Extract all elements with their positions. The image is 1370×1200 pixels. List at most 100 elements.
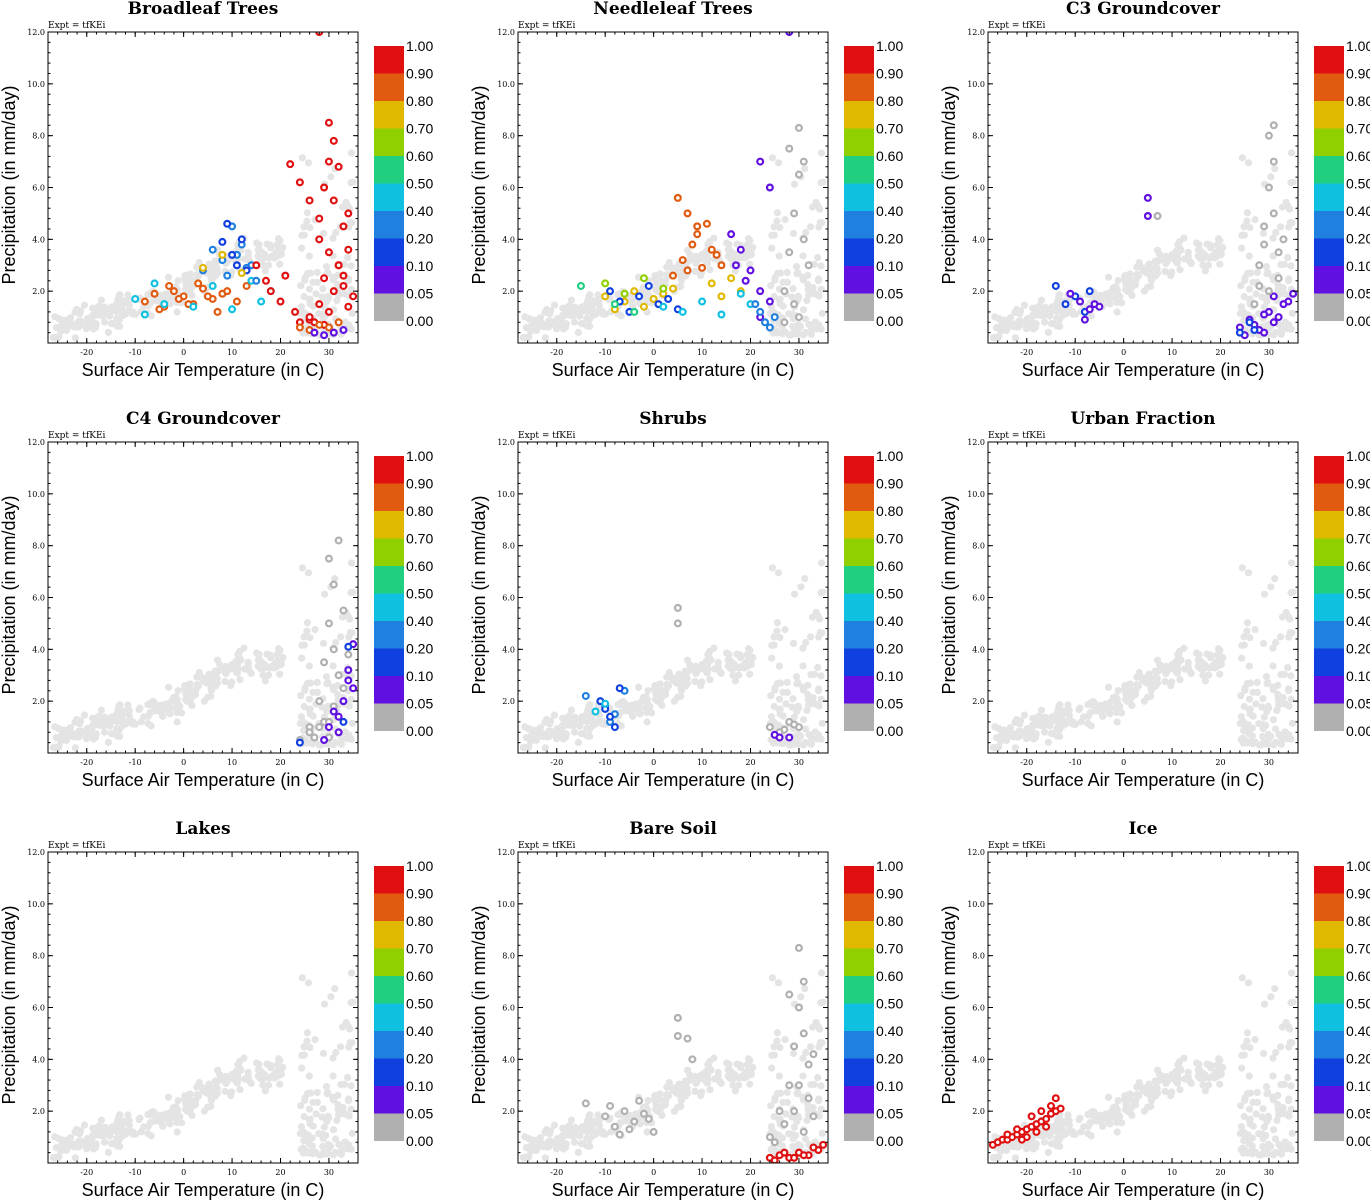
background-point: [1243, 269, 1252, 278]
background-point: [240, 665, 249, 673]
colorbar-segment: [1314, 293, 1344, 321]
data-point: [688, 240, 697, 249]
data-point: [334, 728, 343, 737]
background-point: [1237, 713, 1246, 721]
data-point: [1269, 318, 1278, 327]
background-point: [1055, 702, 1063, 710]
colorbar-label: 0.80: [406, 913, 433, 929]
background-point: [1153, 264, 1161, 273]
background-point: [304, 739, 312, 747]
colorbar-segment: [374, 73, 404, 101]
data-point: [174, 294, 183, 303]
background-point: [767, 692, 775, 700]
data-point: [678, 307, 687, 316]
background-point: [221, 1077, 230, 1085]
background-point: [124, 701, 132, 709]
background-point: [240, 1075, 249, 1083]
background-point: [1255, 720, 1263, 728]
background-point: [341, 728, 349, 736]
x-tick-label: 10: [227, 758, 237, 767]
background-point: [348, 629, 356, 637]
data-point: [673, 1032, 682, 1041]
background-point: [329, 741, 338, 749]
background-point: [545, 323, 553, 331]
data-point: [790, 209, 799, 218]
background-point: [303, 1037, 311, 1045]
background-point: [994, 334, 1002, 342]
background-point: [323, 297, 331, 305]
colorbar-segment: [374, 621, 404, 649]
data-point: [635, 292, 644, 301]
colorbar-label: 0.10: [406, 258, 433, 274]
colorbar-segment: [844, 266, 874, 294]
background-point: [814, 1022, 822, 1030]
data-point: [780, 318, 789, 327]
data-point: [761, 318, 770, 327]
background-point: [1246, 223, 1254, 232]
background-point: [1144, 680, 1153, 688]
background-point: [788, 703, 796, 711]
background-point: [329, 234, 337, 242]
colorbar-segment: [844, 593, 874, 621]
y-tick-label: 6.0: [502, 184, 515, 193]
background-point: [702, 657, 710, 666]
background-point: [767, 713, 776, 721]
background-point: [265, 664, 273, 672]
background-point: [744, 1055, 753, 1063]
background-point: [1201, 677, 1209, 685]
background-point: [550, 711, 559, 719]
y-tick-label: 12.0: [27, 28, 45, 37]
data-point: [688, 1055, 697, 1064]
background-point: [783, 688, 792, 697]
colorbar-segment: [1314, 46, 1344, 74]
background-point: [801, 575, 809, 583]
colorbar-segment: [1314, 566, 1344, 594]
data-point: [746, 266, 755, 275]
background-point: [991, 313, 999, 321]
background-point: [1023, 315, 1031, 323]
background-point: [789, 639, 798, 648]
data-point: [601, 292, 610, 301]
background-point: [775, 252, 783, 260]
background-point: [300, 1112, 308, 1121]
colorbar-segment: [374, 101, 404, 129]
background-point: [306, 705, 314, 713]
background-point: [173, 1128, 181, 1136]
background-point: [1166, 679, 1174, 687]
background-point: [594, 291, 602, 299]
background-point: [319, 229, 328, 238]
background-point: [164, 1093, 173, 1101]
data-point: [1250, 326, 1259, 335]
data-point: [1255, 281, 1264, 290]
background-point: [595, 1122, 603, 1130]
background-point: [714, 658, 722, 666]
background-point: [1113, 703, 1122, 711]
background-point: [674, 680, 683, 688]
background-point: [789, 695, 797, 703]
colorbar-segment: [1314, 538, 1344, 566]
data-point: [799, 157, 808, 166]
data-point: [804, 261, 813, 270]
background-point: [770, 702, 778, 711]
background-point: [783, 678, 791, 687]
background-point: [539, 733, 548, 741]
background-point: [332, 228, 340, 237]
data-point: [630, 307, 639, 316]
data-point: [237, 235, 246, 244]
background-point: [311, 1036, 319, 1044]
background-point: [1251, 216, 1259, 224]
data-point: [223, 219, 232, 228]
background-point: [744, 235, 753, 243]
background-point: [1253, 688, 1262, 697]
data-point: [693, 230, 702, 239]
background-point: [236, 676, 244, 684]
background-point: [1009, 733, 1018, 741]
background-point: [1128, 701, 1136, 709]
background-point: [1289, 588, 1297, 596]
background-point: [801, 1135, 810, 1143]
background-point: [524, 1154, 532, 1162]
background-point: [1284, 612, 1292, 620]
background-point: [296, 1129, 304, 1138]
background-point: [724, 246, 732, 254]
background-point: [696, 679, 704, 687]
